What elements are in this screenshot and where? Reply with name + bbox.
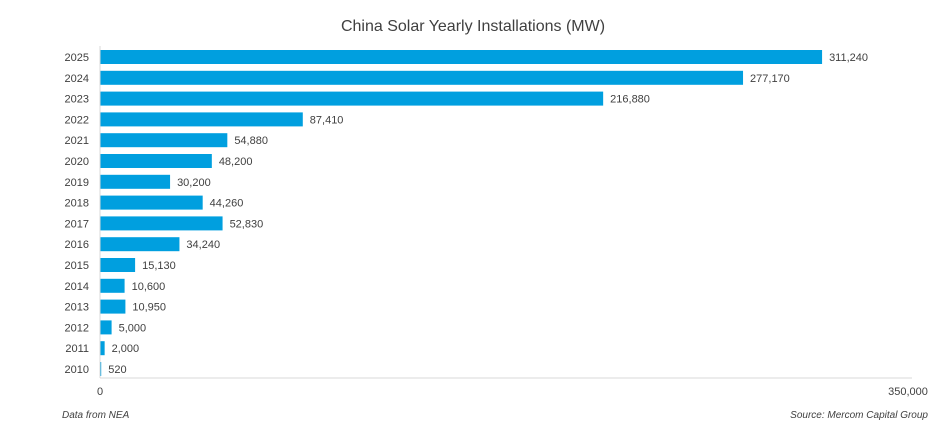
category-label-2023: 2023 [65, 94, 89, 106]
value-label-2010: 520 [108, 364, 126, 376]
bar-2022 [100, 112, 303, 127]
category-label-2019: 2019 [65, 177, 89, 189]
x-tick-label-0: 0 [97, 386, 103, 398]
bar-2012 [100, 320, 112, 335]
category-label-2021: 2021 [65, 135, 89, 147]
data-source-note: Data from NEA [62, 410, 130, 421]
category-label-2022: 2022 [65, 114, 89, 126]
bar-2013 [100, 299, 126, 314]
category-label-2024: 2024 [65, 73, 89, 85]
category-label-2015: 2015 [65, 260, 89, 272]
value-label-2015: 15,130 [142, 260, 176, 272]
bar-2010 [100, 362, 102, 376]
category-label-2012: 2012 [65, 322, 89, 334]
x-tick-label-1: 350,000 [888, 386, 928, 398]
value-label-2020: 48,200 [219, 156, 253, 168]
value-label-2019: 30,200 [177, 177, 211, 189]
bar-2011 [100, 341, 105, 356]
bar-2021 [100, 133, 228, 148]
value-label-2021: 54,880 [234, 135, 268, 147]
bar-2023 [100, 91, 604, 106]
category-label-2010: 2010 [65, 364, 89, 376]
value-label-2024: 277,170 [750, 73, 790, 85]
value-label-2012: 5,000 [119, 322, 147, 334]
value-label-2014: 10,600 [132, 281, 166, 293]
value-label-2022: 87,410 [310, 114, 344, 126]
bar-2016 [100, 237, 180, 252]
bar-2024 [100, 70, 744, 85]
value-label-2017: 52,830 [230, 218, 264, 230]
bar-2020 [100, 154, 212, 168]
bar-2025 [100, 50, 823, 64]
value-label-2016: 34,240 [186, 239, 220, 251]
axis-group: 0 350,000 [97, 46, 928, 398]
bar-2017 [100, 216, 223, 231]
category-label-2017: 2017 [65, 218, 89, 230]
chart-title: China Solar Yearly Installations (MW) [341, 18, 605, 35]
bars-group: 2025 311,240 2024 277,170 2023 216,880 2022 87,… [65, 50, 868, 376]
bar-2019 [100, 174, 171, 189]
source-credit-note: Source: Mercom Capital Group [790, 410, 928, 421]
value-label-2025: 311,240 [829, 52, 868, 64]
value-label-2011: 2,000 [112, 343, 140, 355]
category-label-2014: 2014 [65, 281, 89, 293]
category-label-2011: 2011 [65, 343, 89, 355]
value-label-2013: 10,950 [132, 302, 166, 314]
value-label-2018: 44,260 [210, 198, 244, 210]
category-label-2016: 2016 [65, 239, 89, 251]
bar-2015 [100, 258, 136, 272]
bar-2018 [100, 195, 203, 210]
bar-2014 [100, 278, 125, 293]
category-label-2018: 2018 [65, 198, 89, 210]
category-label-2020: 2020 [65, 156, 89, 168]
category-label-2025: 2025 [65, 52, 89, 64]
value-label-2023: 216,880 [610, 94, 650, 106]
category-label-2013: 2013 [65, 302, 89, 314]
